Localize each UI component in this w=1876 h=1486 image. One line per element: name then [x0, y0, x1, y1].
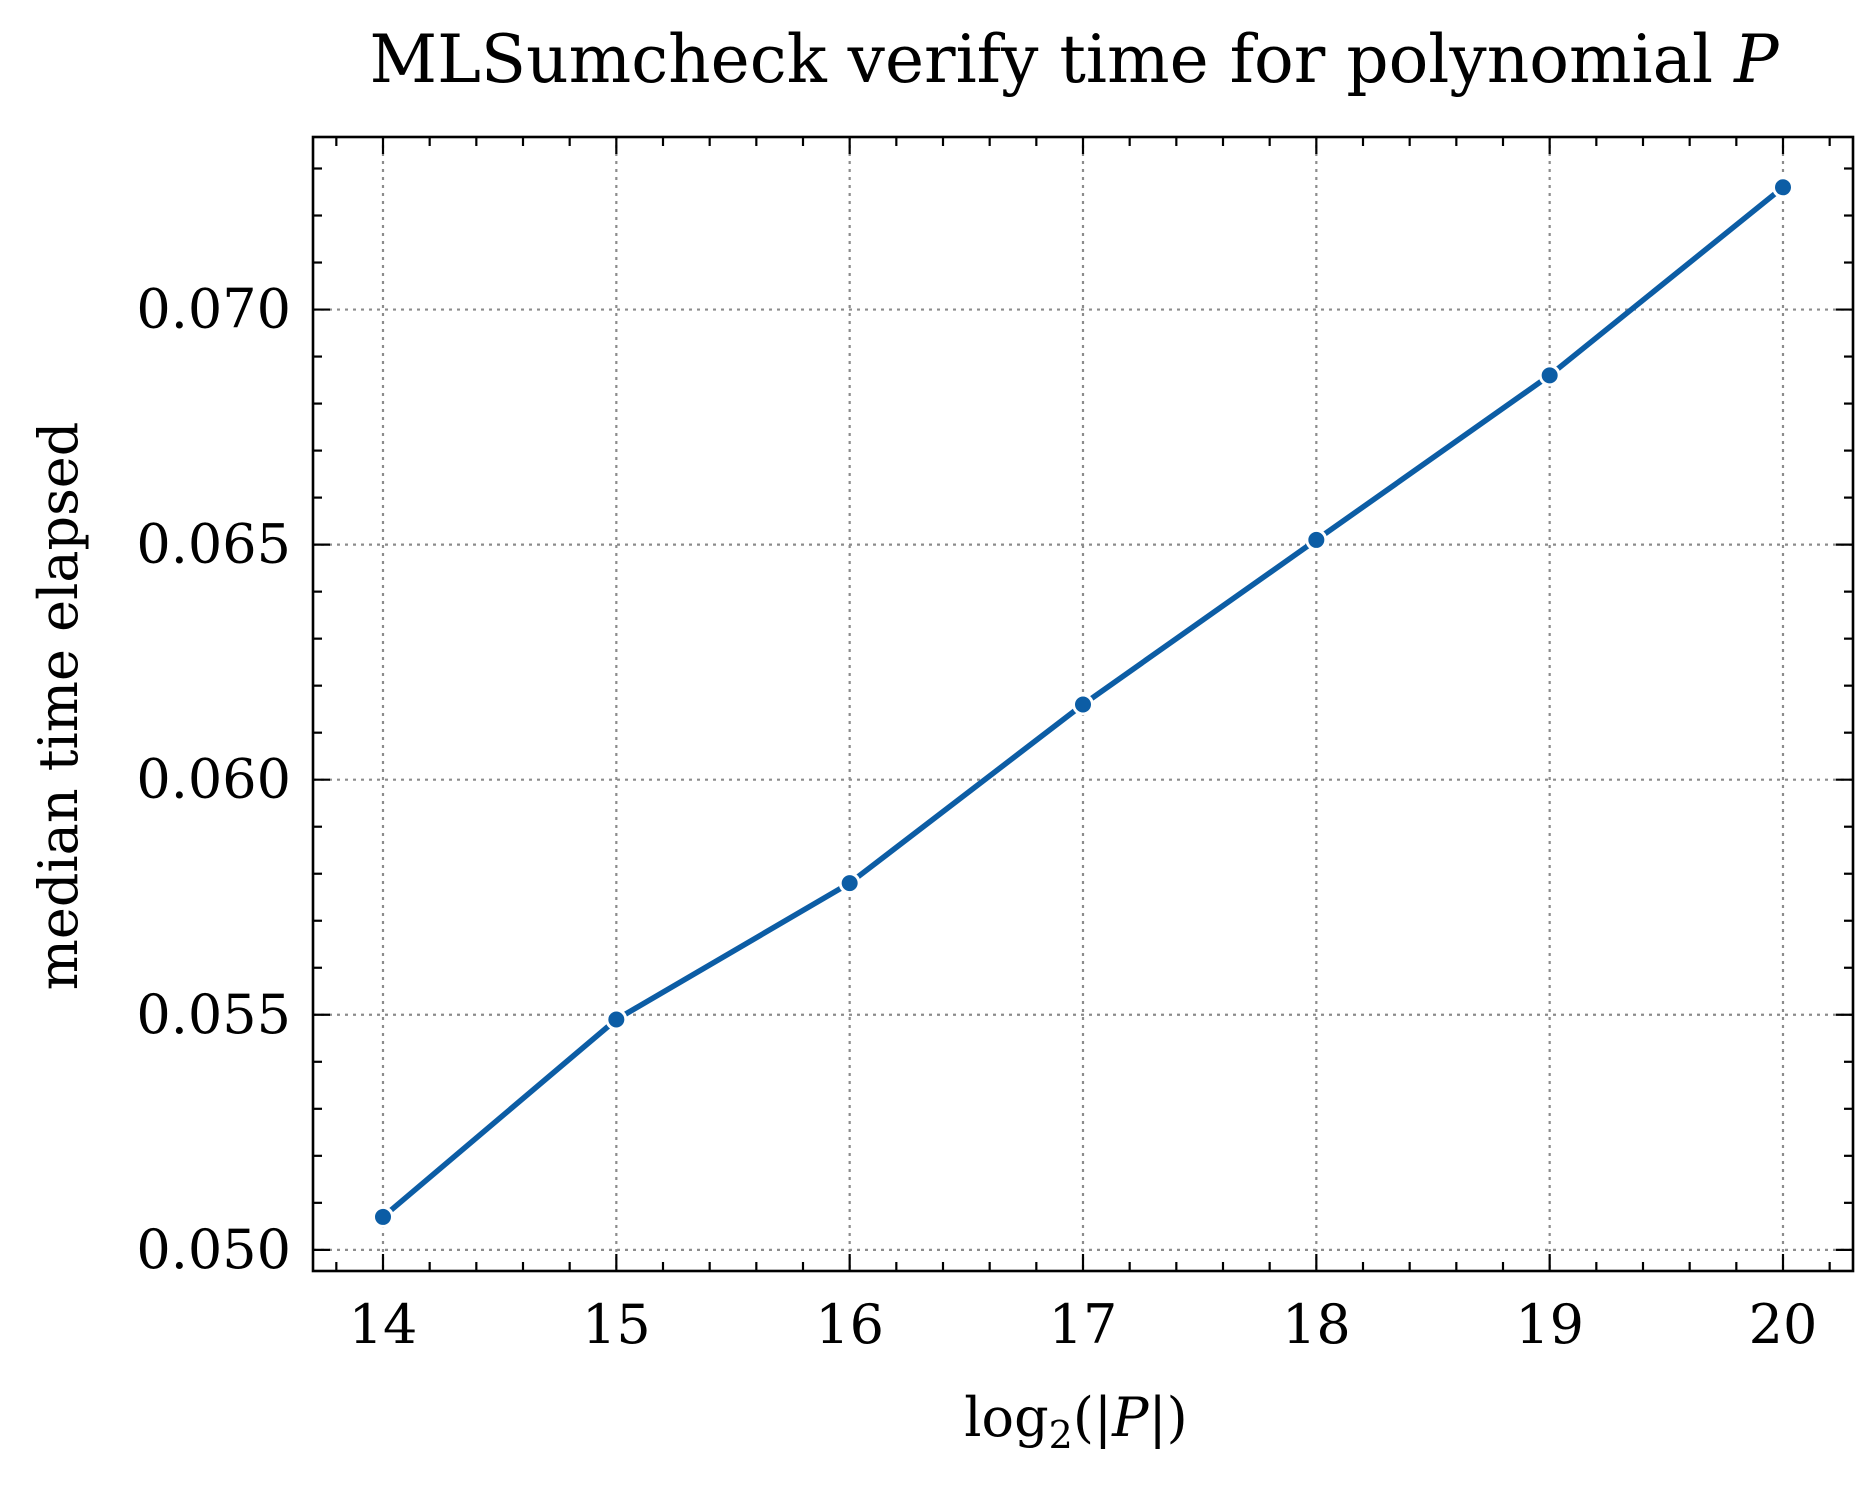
x-axis-label-fn: log	[964, 1386, 1048, 1449]
data-point	[1772, 176, 1794, 199]
x-axis-label-open: (|	[1073, 1386, 1112, 1449]
chart-title-text: MLSumcheck verify time for polynomial	[370, 21, 1714, 98]
x-axis-label-subscript: 2	[1049, 1413, 1073, 1457]
chart-title-variable: P	[1733, 21, 1780, 98]
y-tick-label: 0.055	[136, 983, 291, 1046]
plot-frame	[311, 135, 1855, 1273]
x-tick-label: 18	[1282, 1293, 1351, 1356]
data-point	[1305, 528, 1328, 551]
data-point	[1538, 364, 1561, 387]
x-tick-label: 19	[1515, 1293, 1584, 1356]
x-tick-label: 17	[1049, 1293, 1118, 1356]
y-tick-label: 0.060	[136, 748, 291, 811]
x-tick-labels: 14 15 16 17 18 19 20	[349, 1293, 1818, 1356]
grid	[313, 137, 1853, 1271]
axis-ticks	[313, 137, 1853, 1271]
data-point	[838, 872, 861, 895]
x-axis-label: log2(|P|)	[964, 1386, 1187, 1457]
x-tick-label: 14	[349, 1293, 418, 1356]
y-tick-labels: 0.050 0.055 0.060 0.065 0.070	[136, 278, 291, 1281]
chart-title: MLSumcheck verify time for polynomial P	[370, 21, 1781, 98]
data-point	[605, 1008, 628, 1031]
x-tick-label: 15	[582, 1293, 651, 1356]
y-tick-label: 0.070	[136, 278, 291, 341]
x-axis-label-variable: P	[1111, 1386, 1150, 1449]
y-axis-label: median time elapsed	[27, 422, 90, 991]
x-tick-label: 16	[815, 1293, 884, 1356]
data-point	[372, 1205, 394, 1228]
x-axis-label-close: |)	[1148, 1386, 1187, 1449]
x-tick-label: 20	[1749, 1293, 1818, 1356]
y-tick-label: 0.065	[136, 513, 291, 576]
y-tick-label: 0.050	[136, 1218, 291, 1281]
data-point	[1072, 693, 1094, 716]
series-layer	[372, 176, 1794, 1228]
